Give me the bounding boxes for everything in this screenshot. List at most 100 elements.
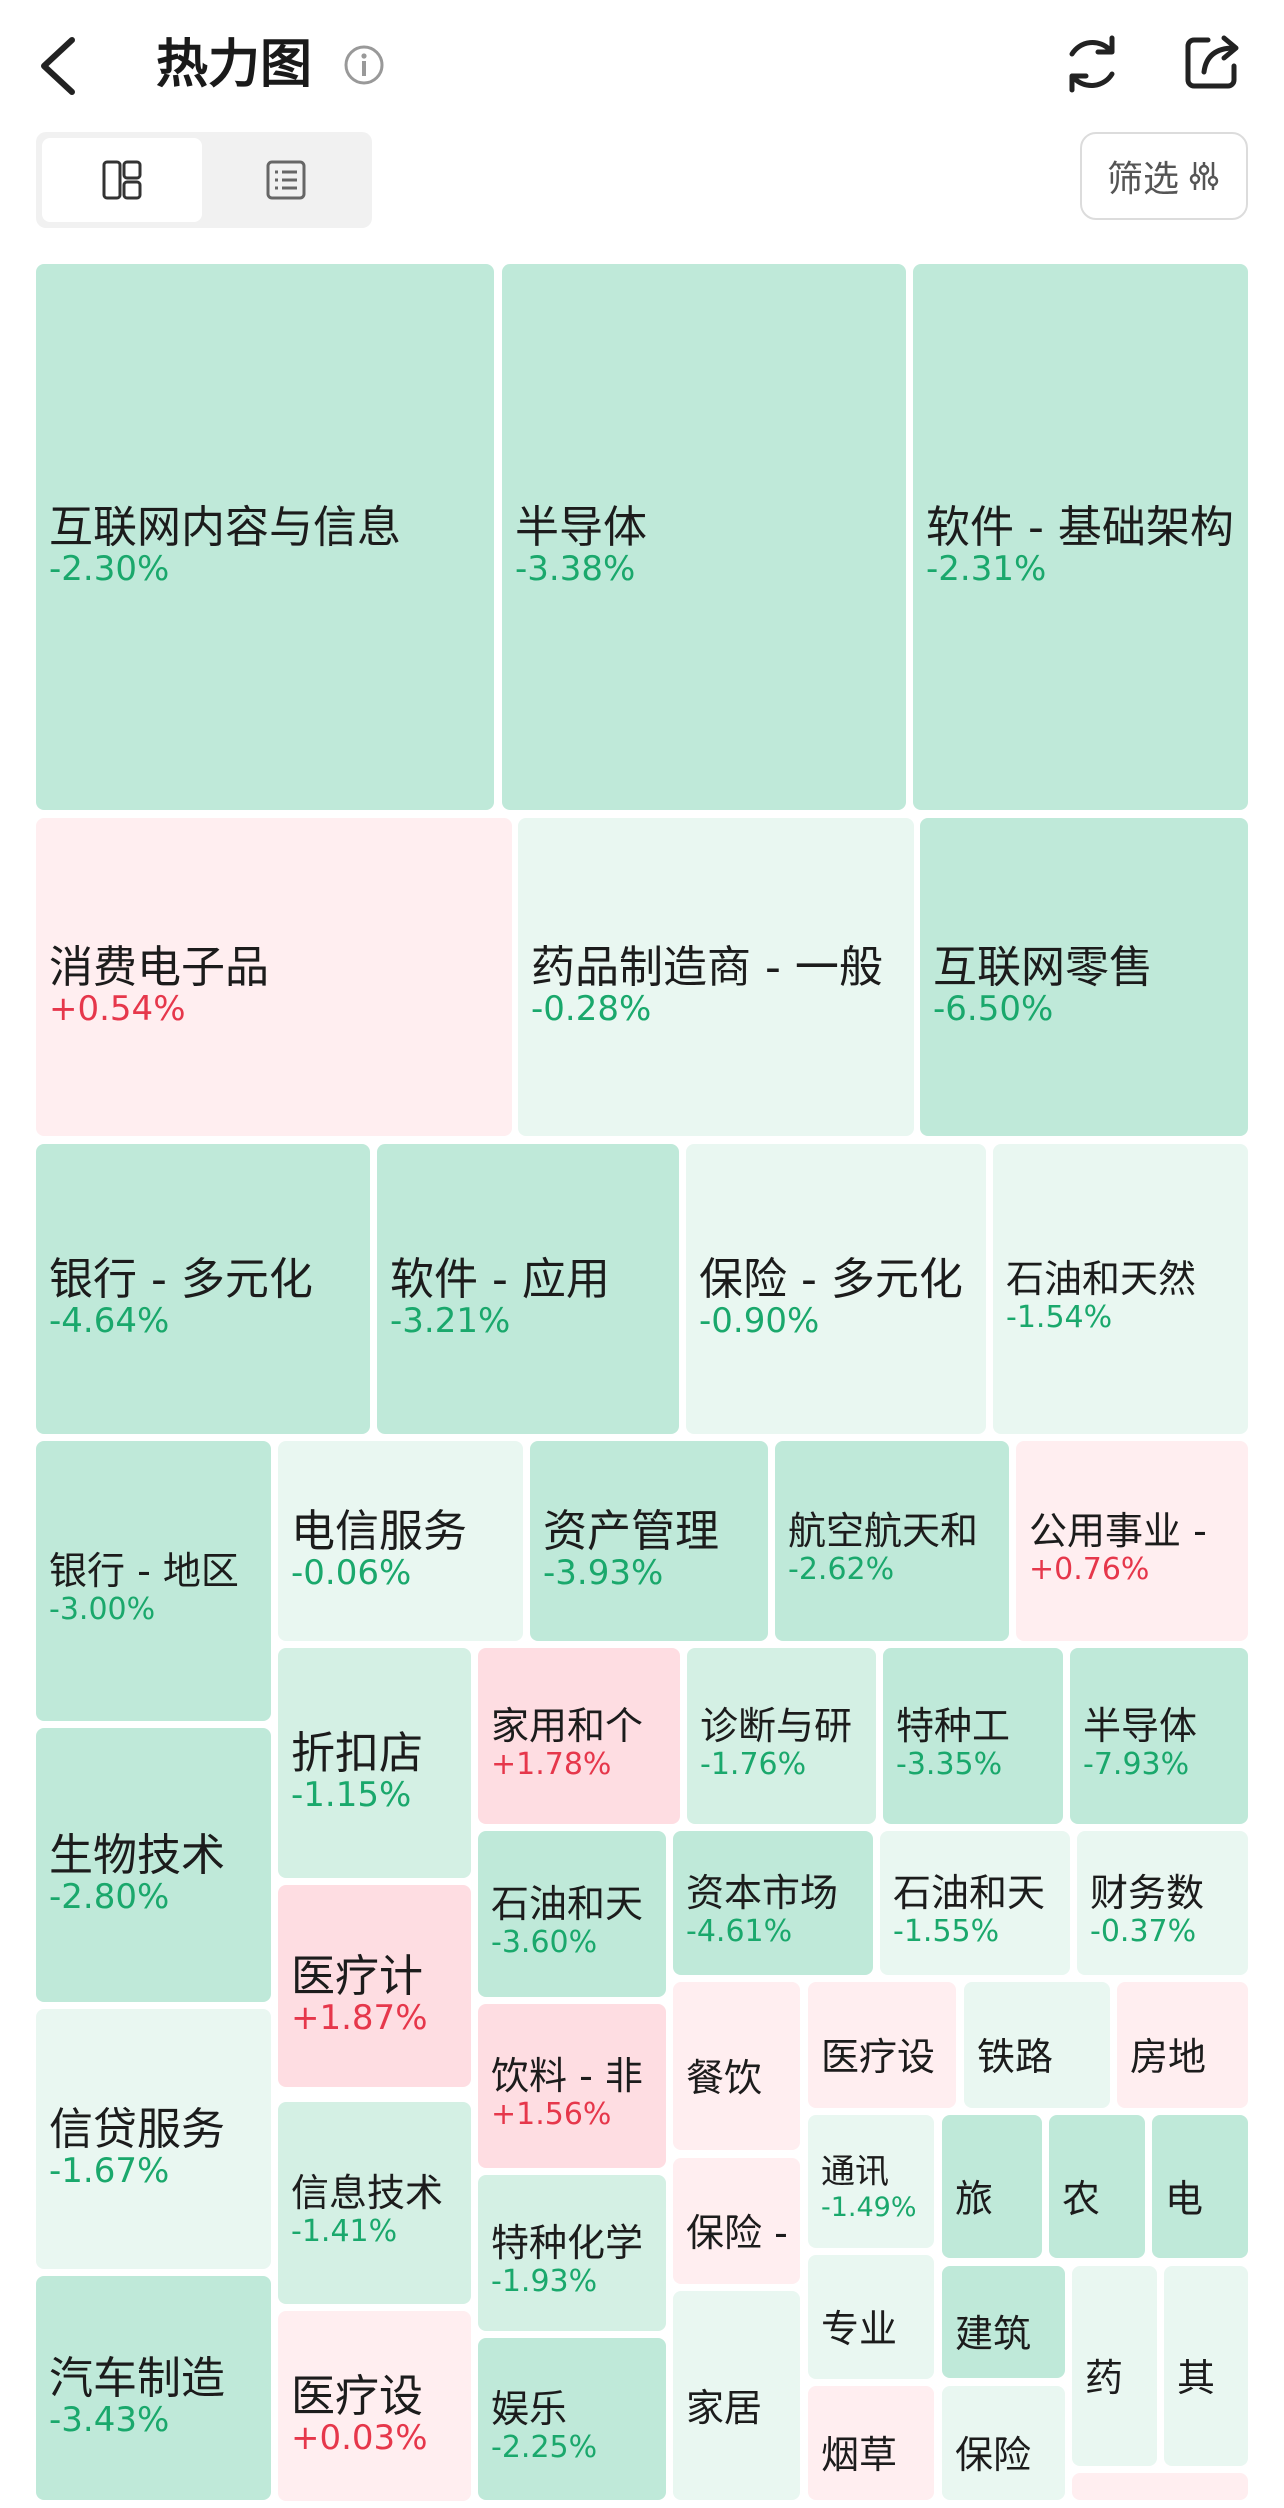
tile-name: 其 — [1177, 2356, 1216, 2400]
tile-name: 航空航天和 — [788, 1509, 979, 1553]
heatmap-tile[interactable]: 资本市场 -4.61% — [673, 1831, 873, 1975]
info-icon[interactable] — [343, 44, 385, 86]
heatmap-tile[interactable]: 折扣店 -1.15% — [278, 1648, 471, 1878]
share-icon[interactable] — [1180, 30, 1244, 94]
tile-change: +0.03% — [291, 2418, 428, 2458]
heatmap-tile[interactable]: 保险 - 多元化 -0.90% — [686, 1144, 986, 1434]
heatmap-tile[interactable]: 建筑 — [942, 2266, 1065, 2378]
heatmap-tile[interactable]: 半导体 -7.93% — [1070, 1648, 1248, 1824]
refresh-icon[interactable] — [1060, 32, 1124, 96]
heatmap-tile[interactable]: 特种工 -3.35% — [883, 1648, 1063, 1824]
heatmap-tile[interactable]: 软件 - 基础架构 -2.31% — [913, 264, 1248, 810]
tile-change: -1.67% — [49, 2151, 170, 2191]
heatmap-tile[interactable]: 家居 — [673, 2291, 800, 2500]
heatmap-tile[interactable]: 互联网内容与信息 -2.30% — [36, 264, 494, 810]
heatmap-tile[interactable]: 半导体 -3.38% — [502, 264, 906, 810]
tile-name: 农 — [1062, 2177, 1101, 2221]
header: 热力图 — [0, 0, 1284, 130]
tile-name: 家用和个 — [491, 1704, 644, 1748]
tile-name: 专业 — [821, 2307, 898, 2351]
tile-name: 餐饮 — [686, 2056, 763, 2100]
heatmap-tile[interactable]: 药 — [1072, 2266, 1157, 2466]
tile-change: -0.37% — [1090, 1914, 1197, 1949]
tile-change: +0.54% — [49, 989, 186, 1029]
list-view-button[interactable] — [206, 138, 366, 222]
tile-name: 保险 — [955, 2433, 1032, 2477]
heatmap-tile[interactable]: 生物技术 -2.80% — [36, 1728, 271, 2002]
tile-name: 保险 - 多元化 — [699, 1254, 963, 1305]
heatmap-tile[interactable]: 石油和天然 -1.54% — [993, 1144, 1248, 1434]
heatmap-tile[interactable]: 信息技术 -1.41% — [278, 2102, 471, 2304]
tile-change: +1.56% — [491, 2097, 612, 2132]
tile-change: -2.25% — [491, 2430, 598, 2465]
heatmap-tile[interactable]: 医疗计 +1.87% — [278, 1885, 471, 2087]
heatmap-tile[interactable]: 汽车制造 -3.43% — [36, 2276, 271, 2500]
tile-change: -4.64% — [49, 1301, 170, 1341]
tile-name: 资本市场 — [686, 1871, 839, 1915]
treemap-view-button[interactable] — [42, 138, 202, 222]
tile-name: 互联网零售 — [933, 942, 1153, 993]
heatmap-tile[interactable]: 通讯 -1.49% — [808, 2115, 934, 2248]
heatmap-tile[interactable]: 药品制造商 - 一般 -0.28% — [518, 818, 914, 1136]
tile-name: 软件 - 应用 — [390, 1254, 610, 1305]
heatmap-tile[interactable]: 诊断与研 -1.76% — [687, 1648, 876, 1824]
heatmap-tile[interactable]: 银行 - 地区 -3.00% — [36, 1441, 271, 1721]
heatmap-tile[interactable]: 软件 - 应用 -3.21% — [377, 1144, 679, 1434]
heatmap-tile[interactable]: 资产管理 -3.93% — [530, 1441, 768, 1641]
tile-change: -3.38% — [515, 549, 636, 589]
heatmap-tile[interactable]: 航空航天和 -2.62% — [775, 1441, 1009, 1641]
heatmap-tile[interactable]: 房地 — [1117, 1982, 1248, 2108]
heatmap-tile[interactable]: 医疗设 — [808, 1982, 956, 2108]
heatmap-tile[interactable]: 农 — [1049, 2115, 1145, 2258]
tile-name: 银行 - 多元化 — [49, 1254, 313, 1305]
heatmap-tile[interactable] — [1072, 2473, 1248, 2500]
tile-change: -1.49% — [821, 2192, 917, 2223]
tile-change: -1.55% — [893, 1914, 1000, 1949]
heatmap-tile[interactable]: 电信服务 -0.06% — [278, 1441, 523, 1641]
tile-change: +1.87% — [291, 1998, 428, 2038]
heatmap-tile[interactable]: 特种化学 -1.93% — [478, 2175, 666, 2331]
tile-name: 石油和天然 — [1006, 1257, 1197, 1301]
heatmap-tile[interactable]: 旅 — [942, 2115, 1042, 2258]
tile-change: -0.28% — [531, 989, 652, 1029]
heatmap-tile[interactable]: 互联网零售 -6.50% — [920, 818, 1248, 1136]
heatmap-tile[interactable]: 专业 — [808, 2255, 934, 2379]
filter-button[interactable]: 筛选 — [1080, 132, 1248, 220]
heatmap-tile[interactable]: 电 — [1152, 2115, 1248, 2258]
heatmap-tile[interactable]: 娱乐 -2.25% — [478, 2338, 666, 2500]
heatmap-tile[interactable]: 餐饮 — [673, 1982, 800, 2150]
heatmap-tile[interactable]: 消费电子品 +0.54% — [36, 818, 512, 1136]
tile-change: -1.54% — [1006, 1300, 1113, 1335]
heatmap-tile[interactable]: 银行 - 多元化 -4.64% — [36, 1144, 370, 1434]
heatmap-tile[interactable]: 保险 — [942, 2386, 1065, 2500]
heatmap-tile[interactable]: 公用事业 - +0.76% — [1016, 1441, 1248, 1641]
tile-name: 信息技术 — [291, 2171, 444, 2215]
heatmap-tile[interactable]: 烟草 — [808, 2386, 934, 2500]
tile-change: -3.43% — [49, 2400, 170, 2440]
heatmap-tile[interactable]: 信贷服务 -1.67% — [36, 2009, 271, 2269]
heatmap-tile[interactable]: 医疗设 +0.03% — [278, 2311, 471, 2501]
tile-change: -3.35% — [896, 1747, 1003, 1782]
tile-name: 财务数 — [1090, 1871, 1205, 1915]
heatmap-tile[interactable]: 石油和天 -3.60% — [478, 1831, 666, 1997]
tile-name: 医疗计 — [291, 1951, 423, 2002]
heatmap-tile[interactable]: 家用和个 +1.78% — [478, 1648, 680, 1824]
tile-change: -3.00% — [49, 1592, 156, 1627]
tile-change: -0.06% — [291, 1553, 412, 1593]
heatmap-tile[interactable]: 铁路 — [964, 1982, 1110, 2108]
back-icon[interactable] — [30, 30, 90, 100]
heatmap-tile[interactable]: 石油和天 -1.55% — [880, 1831, 1070, 1975]
tile-name: 半导体 — [1083, 1704, 1198, 1748]
heatmap-tile[interactable]: 其 — [1164, 2266, 1248, 2466]
sliders-icon — [1189, 162, 1219, 190]
tile-name: 铁路 — [977, 2035, 1054, 2079]
tile-name: 保险 - — [686, 2211, 788, 2255]
tile-change: -1.15% — [291, 1775, 412, 1815]
tile-name: 信贷服务 — [49, 2104, 225, 2155]
heatmap-tile[interactable]: 财务数 -0.37% — [1077, 1831, 1248, 1975]
tile-name: 生物技术 — [49, 1830, 225, 1881]
tile-name: 消费电子品 — [49, 942, 269, 993]
filter-label: 筛选 — [1106, 159, 1179, 200]
heatmap-tile[interactable]: 保险 - — [673, 2158, 800, 2284]
heatmap-tile[interactable]: 饮料 - 非 +1.56% — [478, 2004, 666, 2168]
